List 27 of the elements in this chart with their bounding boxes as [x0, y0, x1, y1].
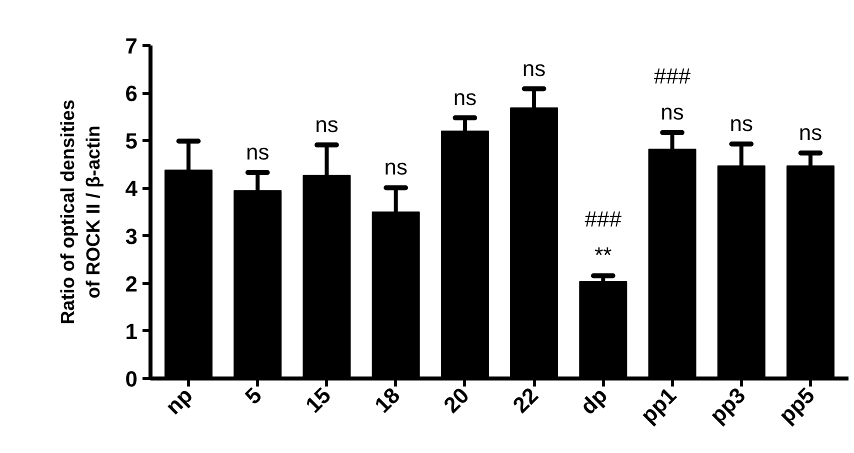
annotation: **: [594, 242, 612, 268]
x-tick-label: 18: [370, 382, 405, 418]
x-tick-label: 22: [508, 382, 543, 418]
y-tick-label: 0: [125, 366, 138, 392]
x-tick-label: 20: [438, 382, 474, 418]
annotation: ns: [246, 140, 270, 165]
annotation: ns: [522, 56, 546, 81]
annotation: ###: [584, 206, 622, 232]
y-tick-label: 7: [125, 34, 138, 58]
y-tick-label: 3: [125, 224, 138, 249]
y-tick-label: 5: [125, 128, 138, 154]
annotation: ns: [730, 110, 754, 136]
annotation: ns: [453, 84, 477, 110]
y-tick-label: 1: [125, 318, 138, 344]
y-tick-label: 2: [125, 271, 138, 296]
annotation: ns: [315, 112, 338, 137]
x-tick-label: 5: [240, 382, 266, 409]
x-tick-label: dp: [575, 382, 612, 420]
annotation: ns: [384, 154, 408, 180]
x-tick-label: np: [160, 382, 198, 420]
annotation: ns: [660, 100, 684, 125]
y-tick-label: 4: [125, 176, 138, 202]
y-tick-label: 6: [125, 81, 138, 106]
y-axis-title: Ratio of optical densities of ROCK II / β-actin: [58, 100, 104, 324]
annotation: ###: [654, 64, 692, 89]
x-tick-label: 15: [300, 382, 336, 418]
annotation: ns: [798, 120, 822, 146]
